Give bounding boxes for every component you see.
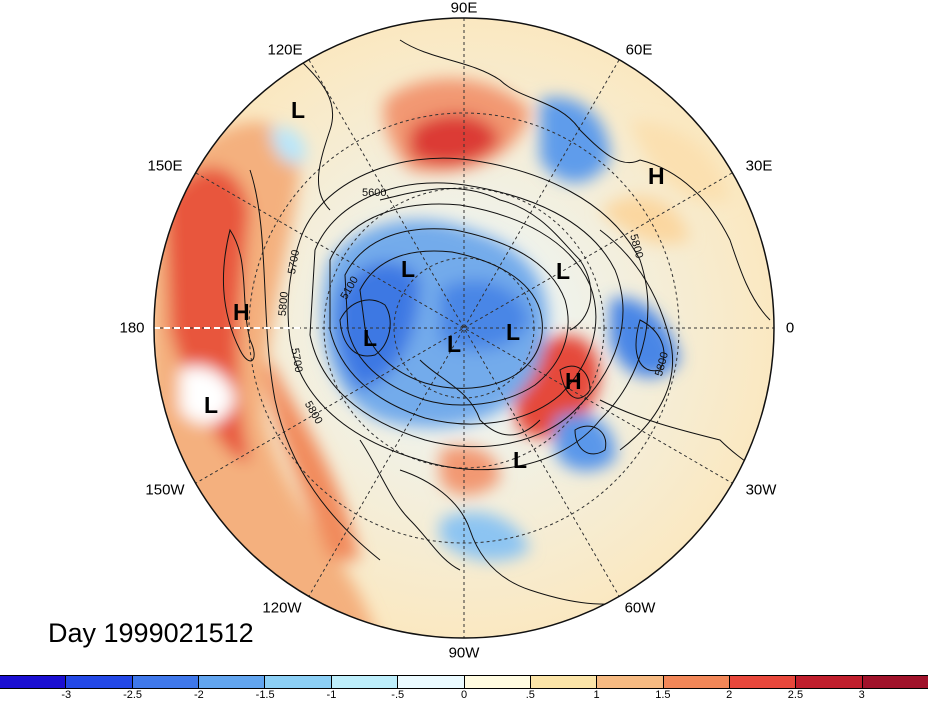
colorbar-tick-label: 1.5: [655, 689, 671, 701]
colorbar-swatch: [0, 676, 66, 688]
contour-label: 5700: [288, 347, 304, 373]
colorbar-tick-label: -.5: [391, 689, 405, 701]
high-center-symbol: H: [565, 368, 582, 394]
colorbar-tick-label: 0: [460, 689, 468, 701]
colorbar-swatch: [529, 676, 597, 688]
low-center-symbol: L: [291, 97, 305, 123]
contour-label: 5800: [277, 291, 291, 316]
colorbar-swatch: [131, 676, 199, 688]
anomaly-field: [154, 18, 774, 638]
colorbar-tick-label: -3: [61, 689, 72, 701]
polar-map: 5600 5700 5800 5100 5800 5700 5800 5800 …: [153, 17, 775, 639]
colorbar-swatch: [728, 676, 796, 688]
longitude-label-90w: 90W: [448, 644, 480, 662]
map-title: Day 1999021512: [48, 618, 254, 648]
longitude-label-150w: 150W: [145, 481, 185, 499]
pressure-centers: L H L L H L L L H L L: [204, 97, 665, 473]
low-center-symbol: L: [363, 325, 377, 351]
longitude-label-150e: 150E: [147, 157, 183, 175]
longitude-label-30e: 30E: [745, 157, 773, 175]
longitude-label-30w: 30W: [745, 481, 777, 499]
colorbar-swatch: [463, 676, 530, 688]
contour-label: 5600: [362, 187, 386, 199]
low-center-symbol: L: [447, 331, 461, 357]
low-center-symbol: L: [401, 256, 415, 282]
contour-label: 5700: [286, 249, 302, 275]
low-center-symbol: L: [506, 319, 520, 345]
colorbar-swatch: [330, 676, 398, 688]
colorbar-tick-label: 2: [726, 689, 733, 701]
low-center-symbol: L: [204, 392, 218, 418]
longitude-label-180: 180: [119, 319, 145, 337]
low-center-symbol: L: [556, 258, 570, 284]
colorbar-tick-label: 3: [858, 689, 865, 701]
longitude-label-120e: 120E: [267, 41, 303, 59]
colorbar-tick-label: -2.5: [123, 689, 143, 701]
longitude-label-90e: 90E: [450, 0, 478, 17]
map-boundary: [153, 17, 775, 639]
colorbar-swatch: [596, 676, 663, 688]
colorbar-swatch: [264, 676, 331, 688]
colorbar-tick-label: -2: [193, 689, 204, 701]
colorbar-tick-label: 2.5: [787, 689, 804, 701]
colorbar-swatch: [397, 676, 464, 688]
colorbar-swatch: [662, 676, 729, 688]
colorbar-tick-label: .5: [525, 689, 535, 701]
longitude-label-60e: 60E: [625, 41, 653, 59]
colorbar-tick-label: -1.5: [255, 689, 275, 701]
colorbar-swatch: [795, 676, 862, 688]
colorbar-swatch: [861, 676, 928, 688]
colorbar-tick-label: 1: [593, 689, 600, 701]
high-center-symbol: H: [648, 163, 665, 189]
high-center-symbol: H: [233, 299, 250, 325]
longitude-label-120w: 120W: [262, 599, 302, 617]
colorbar-tick-label: -1: [326, 689, 337, 701]
height-contours: [222, 157, 674, 561]
colorbar-swatch: [65, 676, 132, 688]
colorbar: [0, 675, 928, 689]
longitude-label-60w: 60W: [624, 599, 656, 617]
longitude-label-0: 0: [785, 319, 795, 337]
colorbar-swatch: [198, 676, 265, 688]
low-center-symbol: L: [513, 447, 527, 473]
